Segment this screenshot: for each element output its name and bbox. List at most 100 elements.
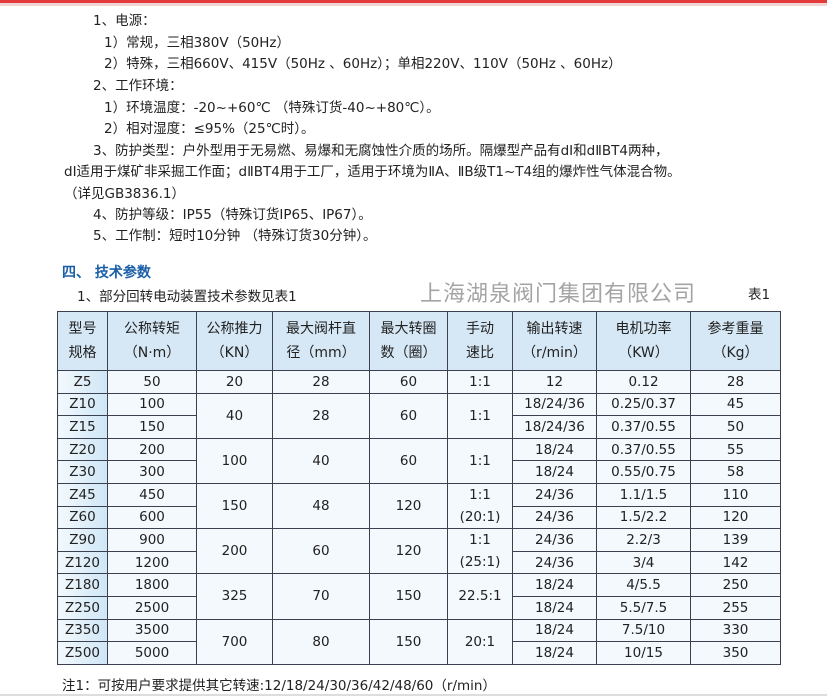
cell-speed: 12 — [512, 370, 597, 394]
table-row: Z90 900 200 60 120 1:1 (25:1) 24/36 2.2/3 139 — [57, 528, 781, 575]
cell-diameter: 70 — [272, 573, 370, 620]
cell-power: 1.1/1.5 — [596, 482, 691, 507]
cell-speed: 18/24 — [512, 437, 597, 462]
column-header-line: 径（mm） — [286, 345, 356, 361]
cell-speed: 24/36 — [512, 528, 597, 552]
top-rule-shadow — [0, 3, 827, 6]
cell-turns: 150 — [369, 573, 448, 620]
cell-speed: 18/24/36 — [512, 392, 597, 417]
column-header-line: （Kg） — [712, 345, 759, 361]
cell-speed: 24/36 — [512, 505, 597, 530]
table-row: Z15 150 18/24/36 0.37/0.55 50 — [57, 415, 781, 439]
cell-thrust: 700 — [196, 618, 273, 665]
column-header: 型号 规格 — [57, 311, 108, 371]
cell-thrust: 150 — [196, 482, 273, 530]
cell-model: Z500 — [57, 641, 108, 665]
cell-turns: 60 — [369, 392, 448, 439]
cell-weight: 28 — [690, 370, 781, 394]
cell-power: 0.12 — [596, 370, 691, 394]
cell-model: Z120 — [57, 550, 108, 575]
cell-power: 0.55/0.75 — [596, 460, 691, 484]
cell-weight: 255 — [690, 595, 781, 620]
cell-weight: 330 — [690, 618, 781, 643]
cell-model: Z60 — [57, 505, 108, 530]
cell-weight: 55 — [690, 437, 781, 462]
column-header-line: 电机功率 — [615, 321, 672, 337]
cell-model: Z180 — [57, 573, 108, 597]
column-header: 公称转矩 （N·m） — [107, 311, 197, 371]
cell-model: Z250 — [57, 595, 108, 620]
cell-torque: 2500 — [107, 595, 197, 620]
column-header-line: 速比 — [466, 345, 494, 361]
para-humidity: 2）相对湿度：≤95%（25℃时）。 — [104, 121, 315, 137]
cell-model: Z10 — [57, 392, 108, 417]
cell-torque: 600 — [107, 505, 197, 530]
cell-model: Z350 — [57, 618, 108, 643]
cell-torque: 300 — [107, 460, 197, 484]
cell-thrust: 40 — [196, 392, 273, 439]
cell-ratio: 22.5:1 — [447, 573, 513, 620]
cell-torque: 150 — [107, 415, 197, 439]
cell-thrust: 325 — [196, 573, 273, 620]
cell-weight: 110 — [690, 482, 781, 507]
cell-power: 0.37/0.55 — [596, 437, 691, 462]
cell-model: Z45 — [57, 482, 108, 507]
cell-thrust: 100 — [196, 437, 273, 484]
cell-torque: 5000 — [107, 641, 197, 665]
para-protection-type: 3、防护类型：户外型用于无易燃、易爆和无腐蚀性介质的场所。隔爆型产品有dⅠ和dⅡ… — [93, 143, 669, 159]
cell-ratio: 20:1 — [447, 618, 513, 665]
cell-torque: 1800 — [107, 573, 197, 597]
column-header: 参考重量 （Kg） — [690, 311, 781, 371]
cell-diameter: 28 — [272, 370, 370, 394]
cell-torque: 100 — [107, 392, 197, 417]
cell-model: Z30 — [57, 460, 108, 484]
cell-speed: 18/24 — [512, 595, 597, 620]
column-header-line: 数（圈） — [380, 345, 437, 361]
spec-table: 型号 规格 公称转矩 （N·m） 公称推力 （KN） 最大阀杆直 径（mm） 最大转圈 数（圈）手… — [57, 311, 781, 665]
para-protection-type-cont: dⅠ适用于煤矿非采掘工作面；dⅡBT4用于工厂，适用于环境为ⅡA、ⅡB级T1~T… — [64, 164, 681, 180]
column-header-line: 手动 — [466, 321, 494, 337]
column-header-line: 型号 — [68, 321, 97, 337]
cell-speed: 18/24 — [512, 618, 597, 643]
cell-ratio: 1:1 (25:1) — [447, 528, 513, 575]
table-row: Z180 1800 325 70 150 22.5:1 18/24 4/5.5 250 — [57, 573, 781, 620]
cell-turns: 60 — [369, 437, 448, 484]
column-header-line: （r/min） — [522, 345, 587, 361]
cell-torque: 900 — [107, 528, 197, 552]
column-header-line: 最大阀杆直 — [286, 321, 356, 337]
table-row: Z30 300 18/24 0.55/0.75 58 — [57, 460, 781, 484]
cell-power: 10/15 — [596, 641, 691, 665]
cell-power: 5.5/7.5 — [596, 595, 691, 620]
cell-power: 3/4 — [596, 550, 691, 575]
cell-weight: 50 — [690, 415, 781, 439]
cell-weight: 350 — [690, 641, 781, 665]
column-header-line: （N·m） — [123, 345, 181, 361]
cell-speed: 18/24/36 — [512, 415, 597, 439]
para-power: 1、电源： — [93, 13, 156, 29]
cell-model: Z5 — [57, 370, 108, 394]
para-temperature: 1）环境温度：-20~+60℃ （特殊订货-40~+80℃）。 — [104, 100, 440, 116]
cell-torque: 3500 — [107, 618, 197, 643]
column-header-line: 公称转矩 — [124, 321, 180, 337]
cell-ratio: 1:1 — [447, 437, 513, 484]
cell-weight: 139 — [690, 528, 781, 552]
table-intro: 1、部分回转电动装置技术参数见表1 — [77, 289, 297, 305]
ratio-value: 20:1 — [464, 633, 496, 650]
cell-diameter: 28 — [272, 392, 370, 439]
cell-turns: 120 — [369, 528, 448, 575]
cell-torque: 200 — [107, 437, 197, 462]
table-row: Z350 3500 700 80 150 20:1 18/24 7.5/10 330 — [57, 618, 781, 665]
table-note: 注1：可按用户要求提供其它转速:12/18/24/30/36/42/48/60（… — [62, 678, 496, 694]
column-header: 输出转速 （r/min） — [512, 311, 597, 371]
cell-thrust: 20 — [196, 370, 273, 394]
ratio-value: 1:1 — [469, 487, 491, 504]
cell-speed: 18/24 — [512, 573, 597, 597]
para-duty: 5、工作制：短时10分钟 （特殊订货30分钟）。 — [93, 228, 377, 244]
ratio-alt-value: (20:1) — [459, 509, 501, 526]
cell-diameter: 48 — [272, 482, 370, 530]
ratio-alt-value: (25:1) — [459, 554, 501, 571]
cell-power: 0.37/0.55 — [596, 415, 691, 439]
ratio-value: 1:1 — [469, 452, 491, 469]
column-header-line: （KN） — [210, 345, 259, 361]
watermark: 上海湖泉阀门集团有限公司 — [420, 282, 697, 307]
